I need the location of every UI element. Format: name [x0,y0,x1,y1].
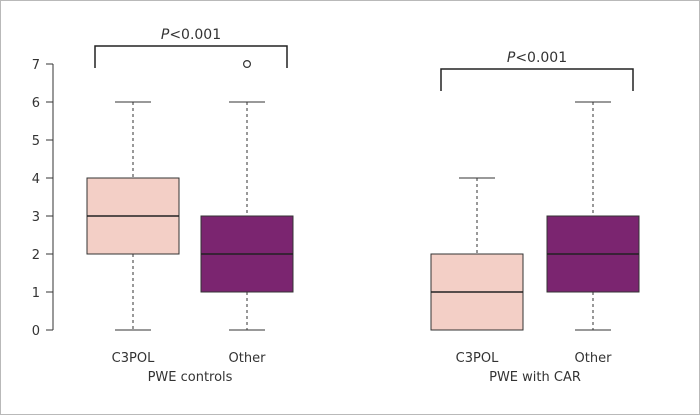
box-g1-other [546,101,640,331]
y-axis: 0 1 2 3 4 5 6 7 [32,58,54,339]
significance-label-0: P<0.001 [161,27,221,43]
y-tick-label-6: 6 [32,96,40,111]
y-tick-label-2: 2 [32,248,40,263]
y-tick-label-3: 3 [32,210,40,225]
y-tick-label-1: 1 [32,286,40,301]
significance-p-value: <0.001 [515,50,567,66]
category-label-g0-c3pol: C3POL [112,351,155,366]
category-label-g1-c3pol: C3POL [456,351,499,366]
group-label-1: PWE with CAR [489,370,581,385]
outlier-g0-other-0 [243,59,252,68]
category-labels: C3POL Other PWE controls C3POL Other PWE with… [112,351,612,385]
category-label-g0-other: Other [229,351,267,366]
y-tick-label-0: 0 [32,324,40,339]
significance-bracket-0 [94,45,288,68]
significance-p-symbol: P [507,50,516,66]
box-g0-c3pol [86,101,180,331]
category-label-g1-other: Other [575,351,613,366]
group-label-0: PWE controls [148,370,233,385]
box-g1-c3pol [430,177,524,331]
significance-bracket-1 [440,68,634,91]
significance-p-symbol: P [161,27,170,43]
y-tick-label-7: 7 [32,58,40,73]
significance-p-value: <0.001 [169,27,221,43]
box-g0-other [200,59,294,331]
box-series [86,59,640,331]
significance-label-1: P<0.001 [507,50,567,66]
y-tick-label-4: 4 [32,172,40,187]
y-tick-label-5: 5 [32,134,40,149]
